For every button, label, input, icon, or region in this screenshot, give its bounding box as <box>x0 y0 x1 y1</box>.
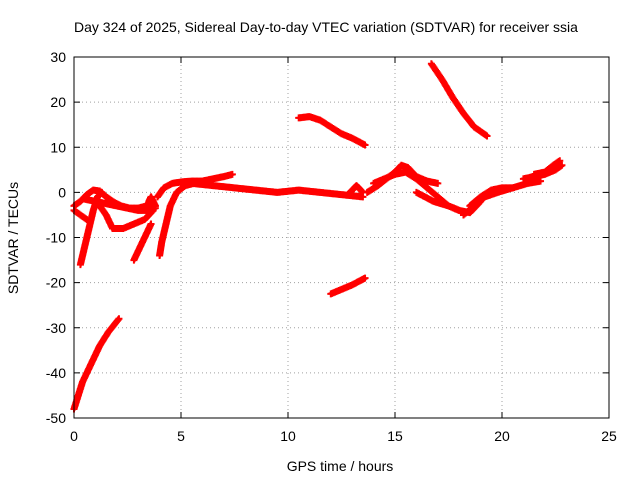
data-point <box>556 157 564 165</box>
y-tick-label: -30 <box>46 320 66 336</box>
x-tick-label: 25 <box>601 428 617 444</box>
data-point <box>115 315 123 323</box>
series-arc-23 <box>530 157 564 178</box>
y-tick-label: 0 <box>58 184 66 200</box>
data-points <box>70 60 566 413</box>
series-arc-12 <box>188 179 367 201</box>
x-tick-label: 0 <box>70 428 78 444</box>
data-point <box>361 274 369 282</box>
x-axis-label: GPS time / hours <box>287 458 394 474</box>
y-tick-label: -10 <box>46 230 66 246</box>
data-point <box>361 141 369 149</box>
data-point <box>434 179 442 187</box>
data-point <box>558 161 566 169</box>
y-tick-label: 10 <box>50 139 66 155</box>
x-tick-label: 20 <box>494 428 510 444</box>
data-point <box>98 188 106 196</box>
y-tick-label: -20 <box>46 275 66 291</box>
data-point <box>149 206 157 214</box>
chart-title: Day 324 of 2025, Sidereal Day-to-day VTE… <box>74 19 578 35</box>
data-point <box>537 177 545 185</box>
series-arc-13 <box>295 113 369 149</box>
series-arc-08 <box>130 220 155 264</box>
y-tick-label: -50 <box>46 410 66 426</box>
series-arc-01 <box>70 315 123 413</box>
data-point <box>147 220 155 228</box>
data-point <box>228 170 236 178</box>
y-axis-label: SDTVAR / TECUs <box>5 182 21 294</box>
data-point <box>483 132 491 140</box>
grid <box>74 57 609 418</box>
series-arc-15 <box>344 182 367 199</box>
series-arc-21 <box>466 184 517 210</box>
y-axis-ticks: -50 -40 -30 -20 -10 0 10 20 30 <box>46 49 609 426</box>
series-arc-03 <box>70 206 91 223</box>
series-arc-14 <box>327 274 369 298</box>
x-tick-label: 10 <box>280 428 296 444</box>
series-arc-09 <box>143 193 159 214</box>
data-point <box>509 184 517 192</box>
series-arc-19 <box>427 60 491 140</box>
x-axis-ticks: 0 5 10 15 20 25 <box>70 57 617 444</box>
y-tick-label: 20 <box>50 94 66 110</box>
x-tick-label: 15 <box>387 428 403 444</box>
y-tick-label: -40 <box>46 365 66 381</box>
x-tick-label: 5 <box>177 428 185 444</box>
data-point <box>151 202 159 210</box>
y-tick-label: 30 <box>50 49 66 65</box>
series-arc-07 <box>96 202 157 232</box>
plot-frame <box>73 56 610 419</box>
